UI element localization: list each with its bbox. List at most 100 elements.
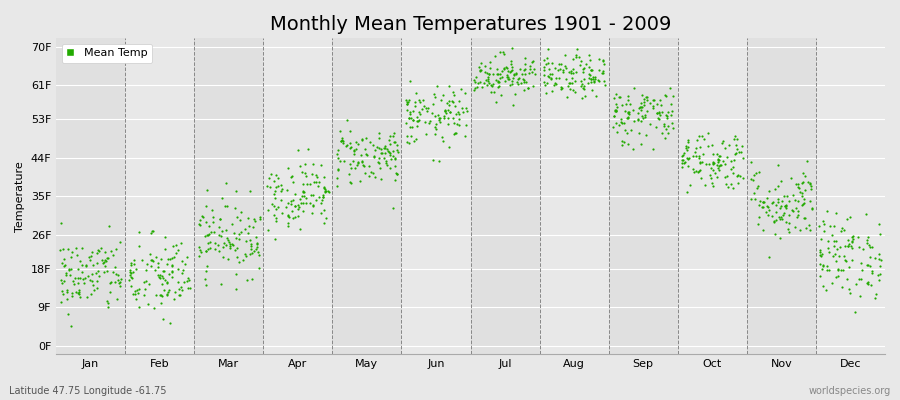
Point xyxy=(265,201,279,207)
Point xyxy=(778,202,793,209)
Point xyxy=(267,195,282,202)
Point xyxy=(233,208,248,215)
Point xyxy=(284,173,299,179)
Point xyxy=(491,78,505,84)
Point xyxy=(159,280,174,287)
Point xyxy=(489,98,503,105)
Point xyxy=(354,152,368,158)
Point xyxy=(727,157,742,164)
Point xyxy=(61,311,76,317)
Point xyxy=(555,69,570,75)
Point xyxy=(86,282,101,288)
Point xyxy=(128,288,142,294)
Point xyxy=(130,296,144,302)
Point xyxy=(201,246,215,252)
Point xyxy=(650,110,664,116)
Point xyxy=(183,285,197,291)
Point xyxy=(62,267,77,274)
Point xyxy=(108,279,122,286)
Point xyxy=(477,80,491,86)
Point xyxy=(131,290,146,296)
Point xyxy=(309,197,323,204)
Point xyxy=(400,107,415,113)
Point xyxy=(774,178,788,184)
Point xyxy=(798,215,813,222)
Point xyxy=(861,281,876,288)
Point xyxy=(298,170,312,176)
Point xyxy=(827,250,842,257)
Point xyxy=(773,216,788,222)
Point xyxy=(472,78,487,85)
Point xyxy=(343,140,357,147)
Point xyxy=(167,296,182,302)
Point xyxy=(747,190,761,196)
Point xyxy=(632,104,646,111)
Point xyxy=(372,134,386,141)
Point xyxy=(448,130,463,136)
Point xyxy=(430,83,445,90)
Point xyxy=(824,280,839,286)
Point xyxy=(773,202,788,209)
Point xyxy=(711,156,725,163)
Point xyxy=(161,288,176,295)
Point xyxy=(458,90,473,96)
Point xyxy=(782,229,796,236)
Point xyxy=(362,163,376,169)
Point xyxy=(541,60,555,66)
Point xyxy=(711,167,725,173)
Point xyxy=(704,175,718,182)
Point xyxy=(279,204,293,210)
Point xyxy=(841,237,855,244)
Point xyxy=(127,257,141,263)
Point xyxy=(734,142,749,149)
Point xyxy=(428,94,442,100)
Point xyxy=(494,92,508,98)
Point xyxy=(677,160,691,166)
Point xyxy=(584,67,598,73)
Point xyxy=(803,181,817,188)
Point xyxy=(330,175,345,181)
Point xyxy=(653,112,668,118)
Point xyxy=(681,155,696,162)
Point xyxy=(314,162,328,168)
Point xyxy=(563,80,578,86)
Point xyxy=(797,173,812,180)
Point xyxy=(225,221,239,228)
Point xyxy=(544,87,559,94)
Point xyxy=(735,174,750,181)
Point xyxy=(167,289,182,295)
Point xyxy=(310,182,325,189)
Point xyxy=(830,246,844,252)
Point xyxy=(295,169,310,176)
Point xyxy=(764,199,778,206)
Point xyxy=(752,214,766,220)
Point xyxy=(803,180,817,186)
Point xyxy=(344,180,358,186)
Point xyxy=(815,218,830,225)
Point xyxy=(383,156,398,162)
Point xyxy=(829,258,843,264)
Point xyxy=(778,202,793,208)
Point xyxy=(303,192,318,198)
Point xyxy=(854,267,868,274)
Point xyxy=(711,159,725,165)
Point xyxy=(219,242,233,248)
Point xyxy=(382,152,397,158)
Point xyxy=(166,243,180,249)
Point xyxy=(873,270,887,277)
Point xyxy=(526,82,540,89)
Point xyxy=(676,157,690,163)
Point xyxy=(274,188,288,194)
Point xyxy=(775,198,789,204)
Point xyxy=(387,130,401,136)
Point xyxy=(716,138,730,144)
Point xyxy=(128,291,142,297)
Point xyxy=(228,204,242,211)
Point xyxy=(744,159,759,166)
Point xyxy=(743,176,758,182)
Point xyxy=(621,115,635,121)
Point xyxy=(382,149,397,155)
Point xyxy=(790,197,805,204)
Point xyxy=(837,252,851,259)
Point xyxy=(581,52,596,58)
